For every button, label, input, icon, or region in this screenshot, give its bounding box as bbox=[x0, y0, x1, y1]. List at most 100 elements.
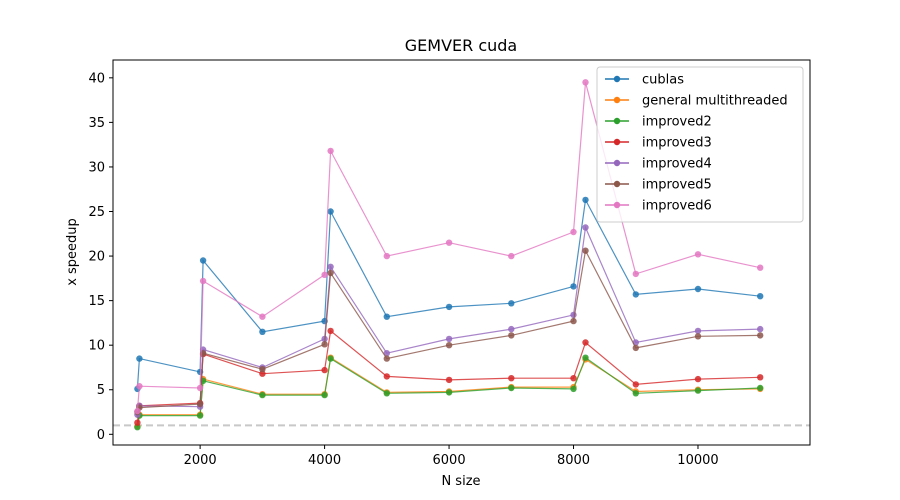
data-point bbox=[321, 366, 328, 374]
plot-area bbox=[113, 79, 810, 431]
data-point bbox=[757, 325, 764, 333]
x-tick-label: 4000 bbox=[308, 453, 341, 468]
data-point bbox=[134, 424, 141, 431]
data-point bbox=[321, 341, 328, 348]
data-point bbox=[632, 270, 639, 278]
data-point bbox=[134, 419, 141, 426]
data-point bbox=[383, 355, 390, 362]
data-point bbox=[445, 303, 453, 311]
legend-label: general multithreaded bbox=[642, 94, 788, 109]
data-point bbox=[632, 344, 639, 352]
data-point bbox=[757, 293, 764, 300]
data-point bbox=[570, 385, 577, 393]
data-point bbox=[508, 375, 515, 382]
data-point bbox=[570, 283, 577, 290]
data-point bbox=[582, 247, 589, 254]
legend-label: improved4 bbox=[642, 157, 712, 172]
data-point bbox=[327, 263, 334, 270]
chart-title: GEMVER cuda bbox=[405, 36, 517, 55]
y-tick-label: 25 bbox=[88, 205, 105, 220]
data-point bbox=[259, 328, 266, 335]
data-point bbox=[259, 366, 266, 373]
legend-swatch-marker bbox=[613, 180, 621, 188]
data-point bbox=[445, 335, 453, 343]
data-point bbox=[383, 390, 390, 397]
data-point bbox=[694, 333, 702, 340]
legend-swatch-marker bbox=[613, 159, 621, 167]
y-tick-label: 10 bbox=[88, 339, 105, 354]
data-point bbox=[757, 384, 764, 392]
data-point bbox=[694, 327, 702, 335]
data-point bbox=[445, 376, 453, 384]
legend-swatch-marker bbox=[613, 201, 621, 209]
y-axis-title: x speedup bbox=[65, 218, 80, 286]
legend-swatch-marker bbox=[613, 75, 621, 83]
data-point bbox=[632, 381, 639, 388]
data-point bbox=[199, 257, 207, 264]
data-point bbox=[327, 208, 334, 215]
data-point bbox=[321, 391, 328, 399]
y-tick-label: 0 bbox=[97, 428, 105, 443]
y-tick-label: 20 bbox=[88, 250, 105, 265]
data-point bbox=[327, 269, 334, 277]
data-point bbox=[445, 342, 453, 349]
data-point bbox=[327, 147, 334, 155]
data-point bbox=[694, 285, 702, 293]
data-point bbox=[445, 239, 453, 246]
data-point bbox=[383, 313, 390, 320]
data-point bbox=[327, 327, 334, 335]
data-point bbox=[136, 355, 143, 362]
data-point bbox=[582, 339, 589, 346]
legend-swatch-marker bbox=[613, 96, 621, 104]
data-point bbox=[196, 412, 204, 419]
data-point bbox=[632, 390, 639, 397]
data-point bbox=[321, 271, 328, 278]
data-point bbox=[694, 375, 702, 383]
data-point bbox=[757, 374, 764, 381]
legend: cublas general multithreaded improved2 impr… bbox=[596, 66, 804, 223]
data-point bbox=[508, 384, 515, 392]
data-point bbox=[196, 384, 204, 392]
data-point bbox=[136, 383, 143, 390]
data-point bbox=[445, 389, 453, 396]
x-tick-label: 6000 bbox=[433, 453, 466, 468]
plot-frame bbox=[112, 59, 811, 446]
legend-box bbox=[596, 66, 804, 223]
data-point bbox=[582, 196, 589, 204]
data-point bbox=[570, 317, 577, 325]
data-point bbox=[757, 264, 764, 271]
data-point bbox=[259, 370, 266, 377]
data-point bbox=[582, 224, 589, 231]
series-improved5 bbox=[134, 247, 764, 416]
y-tick-label: 5 bbox=[97, 383, 105, 398]
data-point bbox=[582, 79, 589, 86]
legend-label: cublas bbox=[642, 73, 684, 88]
data-point bbox=[508, 325, 515, 333]
data-point bbox=[570, 375, 577, 382]
x-tick-label: 8000 bbox=[557, 453, 590, 468]
data-point bbox=[383, 252, 390, 260]
y-tick-label: 15 bbox=[88, 294, 105, 309]
data-point bbox=[570, 311, 577, 319]
data-point bbox=[508, 332, 515, 339]
data-point bbox=[259, 313, 266, 320]
data-point bbox=[508, 300, 515, 307]
legend-label: improved2 bbox=[642, 115, 712, 130]
data-point bbox=[570, 228, 577, 236]
data-point bbox=[383, 373, 390, 380]
data-point bbox=[383, 350, 390, 357]
data-point bbox=[632, 291, 639, 298]
y-tick-label: 40 bbox=[88, 71, 105, 86]
data-point bbox=[134, 407, 141, 415]
x-tick-label: 2000 bbox=[184, 453, 217, 468]
data-point bbox=[694, 387, 702, 394]
data-point bbox=[327, 355, 334, 362]
data-point bbox=[694, 251, 702, 258]
legend-swatch-marker bbox=[613, 117, 621, 125]
x-axis-title: N size bbox=[441, 474, 480, 489]
data-point bbox=[259, 391, 266, 399]
y-tick-label: 35 bbox=[88, 116, 105, 131]
legend-swatch-marker bbox=[613, 138, 621, 146]
y-tick-label: 30 bbox=[88, 160, 105, 175]
